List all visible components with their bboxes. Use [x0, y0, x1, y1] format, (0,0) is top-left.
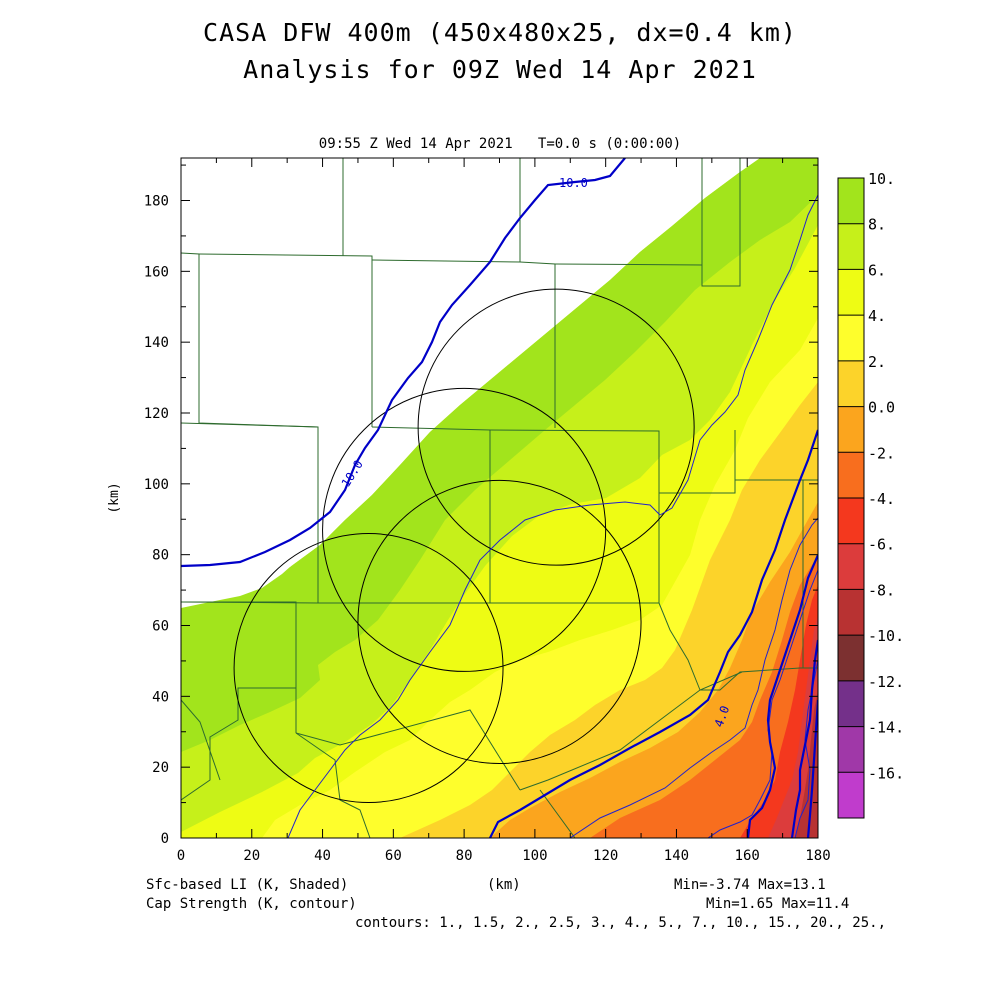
- map-subtitle: Analysis for 09Z Wed 14 Apr 2021: [243, 55, 757, 84]
- x-axis-label: (km): [487, 877, 521, 893]
- x-tick-label: 0: [177, 848, 185, 864]
- x-tick-label: 40: [314, 848, 331, 864]
- contour-label-10-north: 10.0: [559, 176, 588, 190]
- colorbar-label: 4.: [868, 307, 886, 325]
- colorbar-swatch: [838, 543, 864, 590]
- map-title: CASA DFW 400m (450x480x25, dx=0.4 km): [203, 18, 797, 47]
- y-tick-label: 80: [152, 548, 169, 564]
- colorbar-swatch: [838, 360, 864, 407]
- radar-ring-1: [233, 533, 504, 803]
- colorbar-label: 6.: [868, 261, 886, 279]
- y-tick-label: 20: [152, 760, 169, 776]
- colorbar-swatch: [838, 315, 864, 361]
- y-tick-label: 60: [152, 619, 169, 635]
- colorbar-swatch: [838, 406, 864, 453]
- y-tick-label: 40: [152, 689, 169, 705]
- colorbar-label: -12.: [868, 673, 904, 691]
- colorbar-label: -4.: [868, 490, 895, 508]
- axis-tick-labels: 0 20 40 60 80 100 120 140 160 180 0 20 40 60 80 100 120 1…: [144, 194, 831, 865]
- radar-range-rings: [233, 288, 695, 803]
- li-band-neg2-0: [590, 555, 818, 838]
- colorbar-swatch-top: [838, 178, 864, 224]
- colorbar-label: 0.0: [868, 399, 895, 417]
- colorbar-swatch: [838, 635, 864, 681]
- y-tick-label: 100: [144, 477, 169, 493]
- y-tick-label: 0: [161, 831, 169, 847]
- x-tick-label: 120: [593, 848, 618, 864]
- y-tick-label: 180: [144, 194, 169, 210]
- colorbar: 10. 8. 6. 4. 2. 0.0 -2. -4. -6. -8. -10. -12. -14. -1…: [837, 170, 904, 819]
- li-band-neg8-neg6: [795, 690, 818, 838]
- x-tick-label: 80: [456, 848, 473, 864]
- x-tick-label: 20: [243, 848, 260, 864]
- axis-ticks: [180, 158, 819, 839]
- radar-ring-2: [322, 387, 607, 672]
- colorbar-label: -6.: [868, 536, 895, 554]
- x-tick-label: 140: [664, 848, 689, 864]
- colorbar-swatch: [838, 680, 864, 727]
- x-tick-label: 100: [522, 848, 547, 864]
- radar-ring-4: [417, 288, 695, 566]
- colorbar-label: 8.: [868, 216, 886, 234]
- li-above-10-region: [181, 158, 720, 608]
- colorbar-label: -16.: [868, 764, 904, 782]
- contour-levels-list: contours: 1., 1.5, 2., 2.5, 3., 4., 5., …: [355, 915, 887, 931]
- colorbar-label: -10.: [868, 627, 904, 645]
- colorbar-label: -14.: [868, 719, 904, 737]
- colorbar-label: 10.: [868, 170, 895, 188]
- colorbar-swatch: [838, 223, 864, 270]
- radar-ring-3: [357, 479, 642, 765]
- colorbar-label: -2.: [868, 444, 895, 462]
- li-band-neg6-neg4: [768, 615, 818, 838]
- shaded-field-label: Sfc-based LI (K, Shaded): [146, 877, 349, 893]
- contour-label-4: 4.0: [712, 704, 733, 729]
- colorbar-label: -8.: [868, 581, 895, 599]
- y-tick-label: 120: [144, 406, 169, 422]
- colorbar-swatch: [838, 589, 864, 636]
- colorbar-swatch: [838, 269, 864, 316]
- contour-field-label: Cap Strength (K, contour): [146, 896, 357, 912]
- colorbar-swatch: [838, 726, 864, 773]
- y-tick-label: 160: [144, 264, 169, 280]
- x-tick-label: 160: [735, 848, 760, 864]
- y-axis-label: (km): [107, 482, 122, 513]
- x-tick-label: 60: [385, 848, 402, 864]
- y-tick-label: 140: [144, 335, 169, 351]
- colorbar-swatch: [838, 498, 864, 544]
- colorbar-label: 2.: [868, 353, 886, 371]
- colorbar-swatch: [838, 452, 864, 498]
- contour-minmax: Min=1.65 Max=11.4: [706, 896, 850, 912]
- x-tick-label: 180: [805, 848, 830, 864]
- cap-strength-contours-bold: [181, 158, 818, 838]
- valid-time-label: 09:55 Z Wed 14 Apr 2021 T=0.0 s (0:00:00…: [318, 136, 682, 152]
- colorbar-swatch: [838, 772, 864, 818]
- shaded-minmax: Min=-3.74 Max=13.1: [674, 877, 826, 893]
